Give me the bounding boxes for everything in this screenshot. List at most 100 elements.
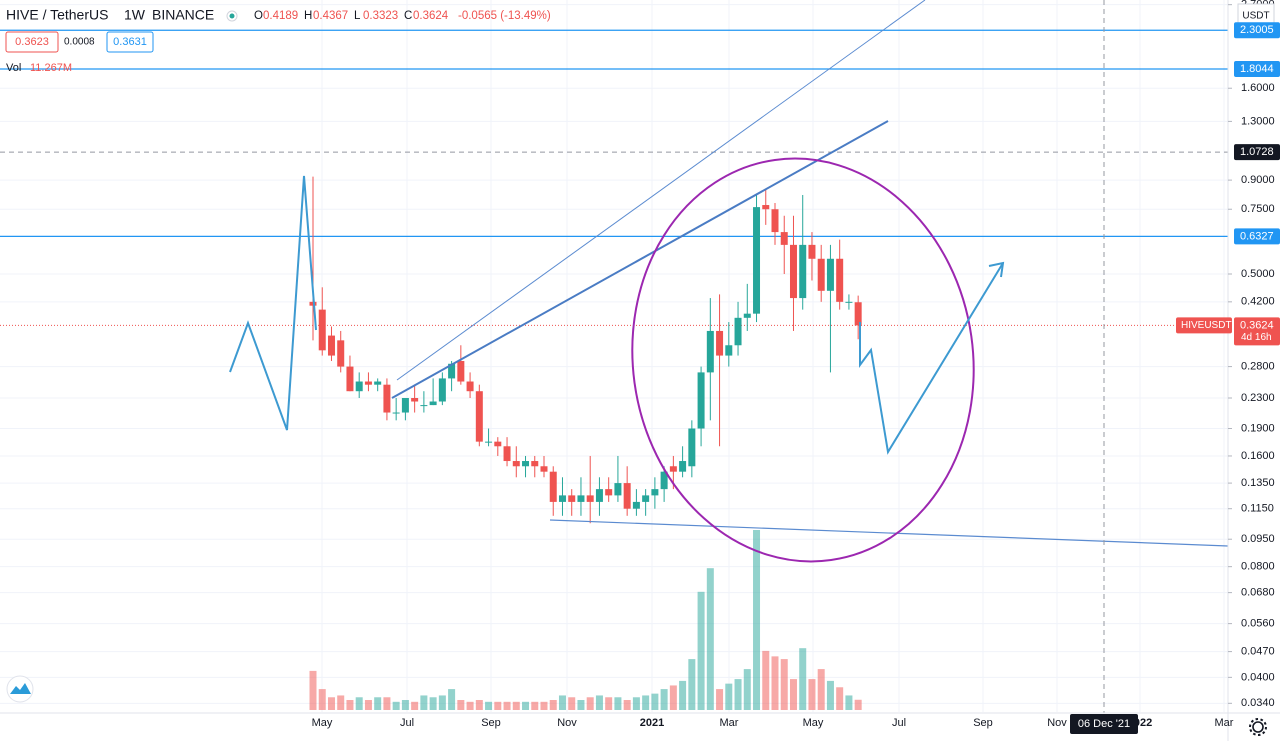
candle-body xyxy=(540,466,548,472)
logo-bg[interactable] xyxy=(6,675,34,703)
volume-bar xyxy=(485,701,493,710)
volume-bar xyxy=(651,693,659,710)
volume-bar xyxy=(771,656,779,710)
settings-icon[interactable] xyxy=(1252,721,1264,733)
candles xyxy=(309,176,862,524)
support-line xyxy=(549,519,1229,547)
volume-bar xyxy=(392,701,400,710)
volume-bar xyxy=(725,683,733,710)
volume-bar xyxy=(512,701,520,710)
volume-bar xyxy=(605,697,613,710)
candle-body xyxy=(808,244,816,259)
x-tick-label: Sep xyxy=(481,717,501,729)
candle-body xyxy=(679,461,687,472)
volume-bar xyxy=(679,680,687,710)
logo[interactable] xyxy=(6,675,34,703)
volume-bar xyxy=(743,669,751,710)
candle-body xyxy=(762,205,770,210)
candle-body xyxy=(337,340,345,367)
y-tick-label: 0.7500 xyxy=(1241,203,1275,215)
x-tick-label: May xyxy=(312,717,333,729)
candle-body xyxy=(614,483,622,496)
candle-body xyxy=(826,258,834,291)
candle-body xyxy=(845,301,853,303)
x-tick-label: Nov xyxy=(557,717,577,729)
candle-body xyxy=(660,471,668,490)
grid xyxy=(0,0,1228,712)
candle-body xyxy=(457,360,465,382)
ask[interactable]: 0.3631 xyxy=(113,36,147,48)
change: -0.0565 (-13.49%) xyxy=(458,10,551,22)
y-axis: 2.70001.60001.30000.90000.75000.50000.42… xyxy=(1228,0,1275,709)
candle-body xyxy=(651,489,659,496)
ohlc-value: 0.4189 xyxy=(263,10,298,22)
candle-body xyxy=(734,317,742,346)
projection xyxy=(859,262,1004,455)
volume-label: Vol xyxy=(6,62,21,74)
candle-body xyxy=(558,495,566,502)
candle-body xyxy=(789,244,797,299)
crosshair-label-bg xyxy=(1234,144,1280,161)
candle-body xyxy=(485,441,493,443)
status-dot xyxy=(229,13,235,19)
volume-bar xyxy=(401,700,409,710)
volume-bar xyxy=(586,697,594,710)
candle-body xyxy=(374,381,382,385)
bid-box[interactable] xyxy=(5,31,59,53)
y-tick-label: 0.0340 xyxy=(1241,697,1275,709)
volume-bar xyxy=(475,700,483,710)
price-tags: 2.3005 1.8044 0.6327 1.0728 HIVEUSDT 0.36244d… xyxy=(1070,22,1280,734)
ohlc: O 0.4189 H 0.4367 L 0.3323 C 0.3624 xyxy=(254,10,449,22)
volume-bar xyxy=(836,687,844,710)
volume-bar xyxy=(364,700,372,710)
volume-bar xyxy=(466,701,474,710)
date-tag: 06 Dec '21 xyxy=(1078,718,1130,730)
candle-body xyxy=(586,495,594,502)
settings-teeth[interactable] xyxy=(1249,718,1267,736)
volume-bar xyxy=(753,530,761,710)
candle-body xyxy=(475,391,483,442)
candle-body xyxy=(466,381,474,392)
candle-body xyxy=(355,381,363,392)
volume-bar xyxy=(429,697,437,710)
level-label: 2.3005 xyxy=(1240,24,1274,36)
candle-body xyxy=(364,381,372,385)
candle-body xyxy=(346,366,354,392)
ohlc-value: 0.4367 xyxy=(313,10,348,22)
ohlc-value: 0.3323 xyxy=(363,10,398,22)
volume-bar xyxy=(642,695,650,710)
candle-body xyxy=(697,372,705,429)
volume-bar xyxy=(448,689,456,710)
y-tick-label: 0.0470 xyxy=(1241,646,1275,658)
volume-bar xyxy=(558,695,566,710)
candle-body xyxy=(503,446,511,462)
drawings xyxy=(229,0,1229,713)
last-price-bg xyxy=(1234,317,1280,346)
volume-bar xyxy=(540,701,548,710)
candle-body xyxy=(577,495,585,502)
volume-bar xyxy=(346,700,354,710)
volume-bar xyxy=(568,697,576,710)
logo-mark[interactable] xyxy=(10,683,31,694)
y-tick-label: 0.0950 xyxy=(1241,533,1275,545)
candle-body xyxy=(401,398,409,413)
candle-body xyxy=(743,313,751,318)
symbol-tag: HIVEUSDT xyxy=(1181,320,1232,331)
settings[interactable] xyxy=(1249,718,1267,736)
ask-box[interactable] xyxy=(106,31,154,53)
date-tag-bg xyxy=(1070,714,1138,734)
volume-bar xyxy=(411,701,419,710)
y-tick-label: 0.2800 xyxy=(1241,360,1275,372)
bid[interactable]: 0.3623 xyxy=(15,36,49,48)
volume-bar xyxy=(762,650,770,710)
volume-bar xyxy=(799,648,807,710)
candle-body xyxy=(632,501,640,509)
volume-bar xyxy=(438,695,446,710)
x-tick-label: Sep xyxy=(973,717,993,729)
candle-body xyxy=(836,258,844,302)
volume-bar xyxy=(706,568,714,710)
last-price-label: 0.3624 xyxy=(1240,319,1274,331)
volume-value: 11.267M xyxy=(30,62,72,74)
volume-bar xyxy=(826,680,834,710)
